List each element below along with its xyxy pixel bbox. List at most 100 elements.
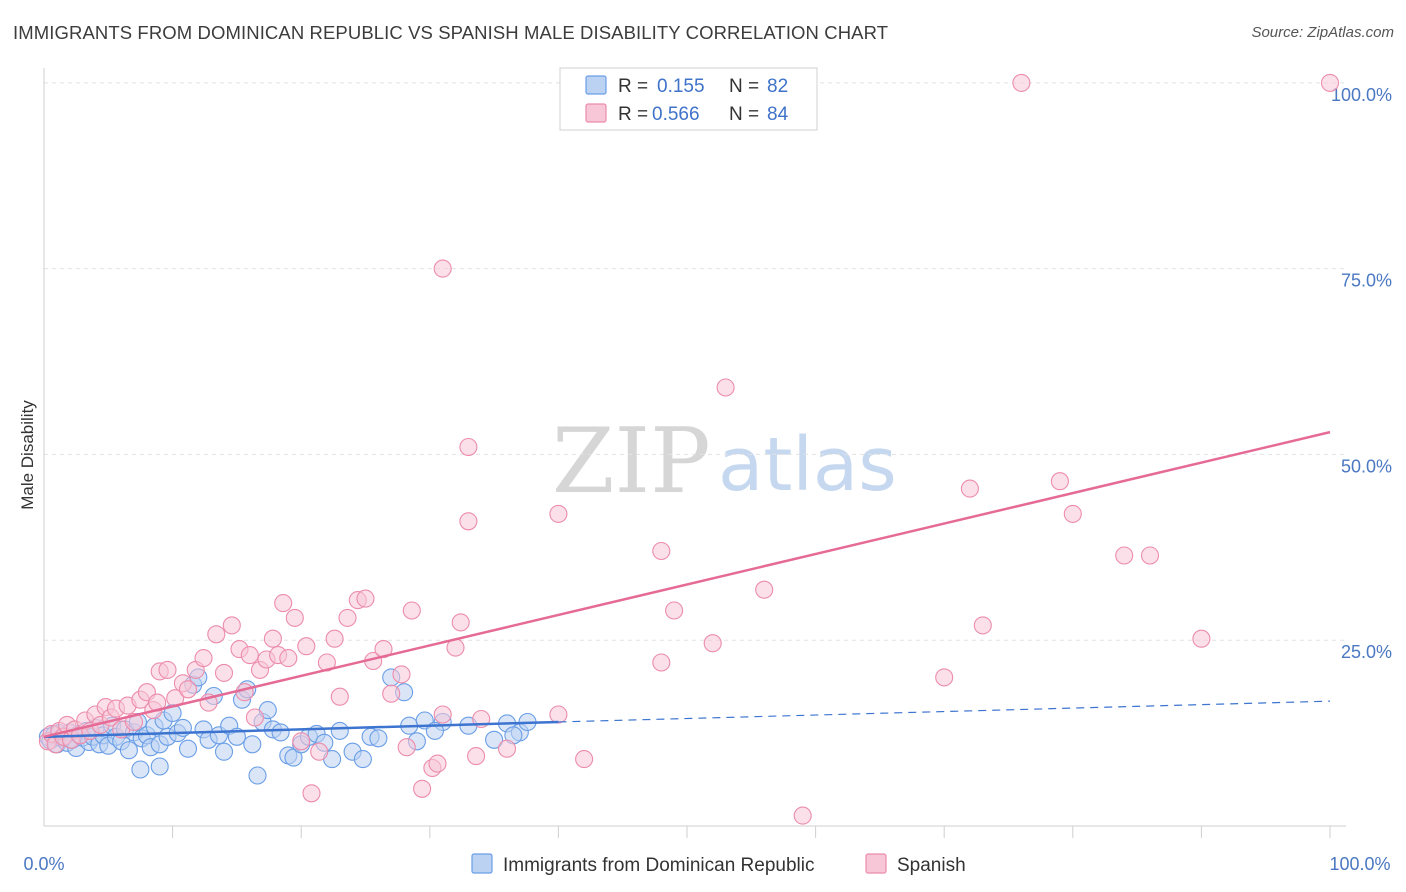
dominican-point-24	[119, 741, 138, 760]
dominican-point-81	[131, 760, 150, 779]
spanish-point-83	[935, 668, 954, 687]
bottom-legend-swatch-dominican	[471, 853, 493, 874]
y-tick-label-100: 100.0%	[1331, 85, 1392, 105]
spanish-point-32	[214, 663, 234, 682]
spanish-point-89	[1115, 546, 1134, 565]
x-tick-label-min: 0.0%	[23, 854, 64, 874]
spanish-point-35	[235, 683, 254, 702]
watermark-zip: ZIP	[552, 409, 711, 514]
spanish-point-75	[575, 750, 594, 769]
dominican-point-44	[214, 742, 234, 761]
spanish-point-71	[433, 259, 452, 278]
spanish-point-70	[459, 512, 478, 531]
spanish-point-79	[703, 634, 722, 653]
legend-r-value-1: 0.155	[657, 76, 705, 97]
legend-n-value-2: 84	[767, 104, 789, 125]
spanish-point-86	[1012, 73, 1031, 92]
spanish-point-84	[960, 479, 979, 498]
y-axis-label: Male Disability	[18, 400, 37, 510]
legend-box: R = 0.155 N = 82 R = 0.566 N = 84	[559, 67, 818, 131]
trend-line-dominican	[43, 720, 559, 739]
spanish-point-43	[279, 649, 298, 668]
spanish-point-64	[433, 705, 452, 724]
trend-lines	[43, 430, 1331, 739]
spanish-point-90	[1140, 546, 1160, 565]
axes	[43, 68, 1346, 827]
spanish-point-63	[428, 754, 447, 773]
legend-swatch-dominican	[585, 75, 607, 95]
spanish-point-91	[1192, 629, 1211, 648]
spanish-point-72	[497, 739, 517, 758]
spanish-point-92	[1320, 73, 1340, 92]
spanish-point-58	[392, 665, 411, 684]
spanish-point-44	[285, 608, 304, 627]
spanish-point-88	[1063, 504, 1082, 523]
y-tick-label-25: 25.0%	[1341, 642, 1392, 662]
dominican-point-74	[485, 730, 504, 749]
spanish-point-37	[245, 708, 264, 727]
dominican-point-37	[178, 739, 198, 758]
spanish-point-85	[973, 616, 992, 635]
spanish-point-29	[194, 649, 213, 668]
watermark-atlas: atlas	[718, 422, 897, 508]
source-credit: Source: ZipAtlas.com	[1251, 24, 1394, 41]
spanish-point-40	[263, 629, 282, 648]
spanish-point-46	[297, 637, 316, 656]
bottom-legend-label-spanish: Spanish	[897, 855, 966, 876]
dominican-point-54	[271, 723, 290, 742]
legend-n-label-1: N =	[729, 76, 759, 97]
spanish-point-61	[413, 779, 432, 798]
spanish-point-69	[459, 437, 478, 457]
spanish-point-51	[330, 687, 349, 706]
spanish-point-47	[302, 784, 321, 803]
spanish-point-33	[222, 616, 241, 635]
spanish-point-66	[451, 613, 470, 632]
spanish-point-81	[755, 580, 774, 599]
spanish-point-50	[325, 629, 344, 648]
bottom-legend-label-dominican: Immigrants from Dominican Republic	[503, 855, 815, 876]
dominican-point-80	[150, 757, 169, 776]
y-tick-labels: 25.0% 50.0% 75.0% 100.0%	[1331, 85, 1392, 662]
spanish-point-27	[178, 680, 198, 699]
x-tick-label-max: 100.0%	[1329, 854, 1390, 874]
trend-line-spanish	[43, 430, 1331, 739]
legend-r-label-2: R =	[618, 104, 648, 125]
spanish-point-54	[356, 589, 375, 608]
spanish-point-31	[207, 625, 226, 644]
spanish-point-42	[274, 594, 293, 613]
legend-n-value-1: 82	[767, 76, 788, 97]
trend-line-dominican-extension	[558, 700, 1331, 723]
y-tick-label-50: 50.0%	[1341, 456, 1392, 476]
dominican-point-66	[369, 729, 388, 748]
spanish-point-77	[665, 601, 684, 620]
spanish-point-48	[310, 742, 329, 761]
spanish-point-87	[1050, 472, 1069, 491]
spanish-point-82	[793, 806, 812, 825]
spanish-point-57	[382, 684, 401, 703]
spanish-point-45	[292, 732, 311, 751]
spanish-point-80	[716, 378, 735, 397]
dominican-point-64	[353, 750, 372, 769]
spanish-point-76	[652, 541, 671, 561]
spanish-point-67	[467, 747, 486, 766]
legend-n-label-2: N =	[729, 104, 759, 125]
dominican-point-62	[330, 721, 349, 740]
spanish-point-60	[402, 601, 421, 620]
bottom-legend-swatch-spanish	[865, 853, 887, 874]
spanish-point-74	[549, 504, 568, 523]
legend-r-value-2: 0.566	[652, 104, 700, 125]
x-ticks	[172, 826, 1331, 838]
spanish-point-24	[158, 660, 177, 679]
bottom-legend: Immigrants from Dominican Republic Spani…	[471, 853, 966, 876]
legend-swatch-spanish	[585, 103, 607, 123]
dominican-point-50	[248, 766, 267, 785]
chart-title: IMMIGRANTS FROM DOMINICAN REPUBLIC VS SP…	[13, 22, 889, 43]
spanish-point-36	[240, 646, 259, 665]
legend-r-label-1: R =	[618, 76, 648, 97]
dominican-point-56	[284, 748, 303, 767]
spanish-point-78	[652, 653, 671, 672]
spanish-point-73	[549, 705, 568, 724]
spanish-point-59	[397, 738, 416, 757]
dominican-point-49	[243, 735, 262, 754]
